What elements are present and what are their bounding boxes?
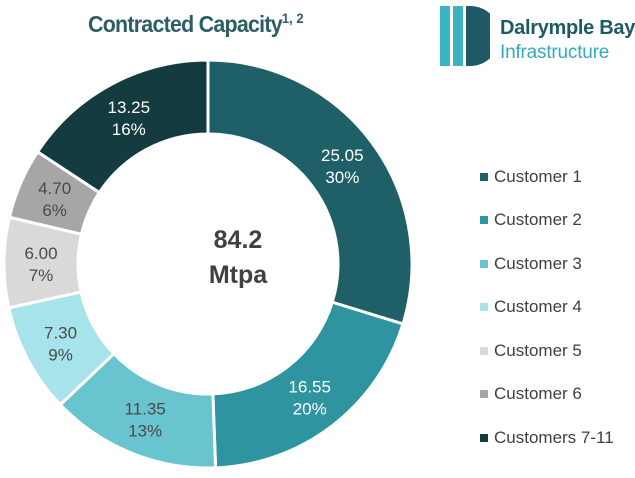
legend-label: Customer 2 bbox=[494, 210, 582, 230]
chart-title: Contracted Capacity1, 2 bbox=[88, 10, 304, 38]
slice-value-label-6: 4.70 bbox=[38, 179, 71, 198]
legend-label: Customers 7-11 bbox=[494, 427, 614, 447]
slice-percent-label-2: 20% bbox=[293, 399, 327, 418]
legend-item-2: Customer 2 bbox=[480, 199, 614, 243]
legend-item-7: Customers 7-11 bbox=[480, 416, 614, 460]
legend-swatch bbox=[480, 216, 488, 225]
slice-percent-label-4: 9% bbox=[48, 345, 73, 364]
donut-slice-7 bbox=[35, 58, 210, 195]
legend-swatch bbox=[480, 172, 488, 181]
donut-slice-2 bbox=[211, 300, 405, 470]
legend-swatch bbox=[480, 390, 488, 399]
logo-text-line2: Infrastructure bbox=[500, 42, 610, 63]
slice-value-label-2: 16.55 bbox=[288, 377, 331, 396]
donut-data-labels: 25.05 30% 16.55 20% 11.35 13% 7.30 9% 6.00 7% 4.70… bbox=[24, 98, 363, 441]
legend-label: Customer 5 bbox=[494, 340, 582, 360]
chart-title-footnote: 1, 2 bbox=[281, 10, 304, 26]
donut-slice-1 bbox=[206, 58, 414, 326]
slice-percent-label-6: 6% bbox=[42, 201, 67, 220]
chart-title-text: Contracted Capacity bbox=[88, 11, 283, 37]
company-logo: Dalrymple Bay Infrastructure bbox=[440, 6, 635, 66]
dalrymple-bay-logo-icon bbox=[440, 6, 490, 66]
legend-item-6: Customer 6 bbox=[480, 373, 614, 417]
legend-item-4: Customer 4 bbox=[480, 286, 614, 330]
legend-swatch bbox=[480, 433, 488, 442]
legend-label: Customer 3 bbox=[494, 253, 582, 273]
slice-percent-label-5: 7% bbox=[29, 266, 54, 285]
slice-value-label-3: 11.35 bbox=[124, 400, 165, 419]
center-total-value: 84.2 bbox=[214, 226, 263, 254]
legend-swatch bbox=[480, 303, 488, 312]
logo-text-line1: Dalrymple Bay bbox=[500, 17, 635, 39]
slice-value-label-5: 6.00 bbox=[24, 244, 57, 263]
legend-label: Customer 4 bbox=[494, 297, 582, 317]
center-total-unit: Mtpa bbox=[209, 261, 268, 289]
slice-percent-label-1: 30% bbox=[325, 168, 359, 187]
slice-percent-label-7: 16% bbox=[112, 120, 146, 139]
legend-swatch bbox=[480, 346, 488, 355]
legend-item-5: Customer 5 bbox=[480, 329, 614, 373]
legend-item-3: Customer 3 bbox=[480, 242, 614, 286]
slice-percent-label-3: 13% bbox=[128, 422, 162, 441]
donut-slices bbox=[2, 58, 414, 470]
slice-value-label-4: 7.30 bbox=[44, 323, 77, 342]
chart-legend: Customer 1 Customer 2 Customer 3 Customer 4… bbox=[480, 155, 614, 460]
legend-item-1: Customer 1 bbox=[480, 155, 614, 199]
legend-label: Customer 6 bbox=[494, 384, 582, 404]
slice-value-label-1: 25.05 bbox=[321, 146, 364, 165]
legend-swatch bbox=[480, 259, 488, 268]
slice-value-label-7: 13.25 bbox=[107, 98, 150, 117]
legend-label: Customer 1 bbox=[494, 166, 582, 186]
